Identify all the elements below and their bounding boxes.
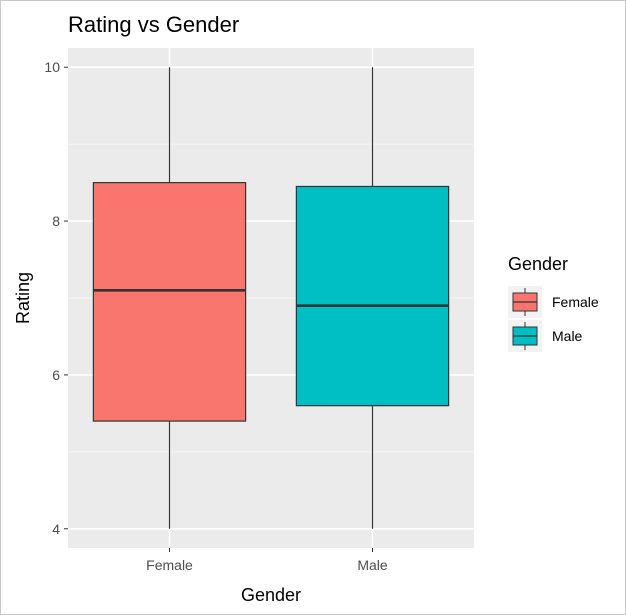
x-axis-ticks: Female Male — [146, 548, 388, 573]
legend-entries: Female Male — [508, 286, 599, 352]
boxes — [92, 67, 450, 529]
chart-title: Rating vs Gender — [68, 12, 239, 37]
x-tick-label: Female — [146, 557, 193, 573]
legend: Gender Female Male — [508, 254, 599, 352]
box-female — [92, 67, 247, 529]
x-axis-title: Gender — [241, 585, 301, 605]
y-tick-label: 8 — [52, 213, 60, 229]
x-tick-label: Male — [357, 557, 388, 573]
legend-label: Male — [552, 328, 583, 344]
iqr-box — [92, 182, 247, 422]
box-male — [295, 67, 450, 529]
y-axis-title: Rating — [13, 272, 33, 324]
legend-label: Female — [552, 294, 599, 310]
y-tick-label: 10 — [44, 59, 60, 75]
legend-entry-female: Female — [508, 286, 599, 318]
y-tick-label: 4 — [52, 521, 60, 537]
legend-entry-male: Male — [508, 320, 583, 352]
legend-title: Gender — [508, 254, 568, 274]
y-axis-ticks: 4 6 8 10 — [44, 59, 68, 537]
y-tick-label: 6 — [52, 367, 60, 383]
iqr-box — [295, 185, 450, 407]
